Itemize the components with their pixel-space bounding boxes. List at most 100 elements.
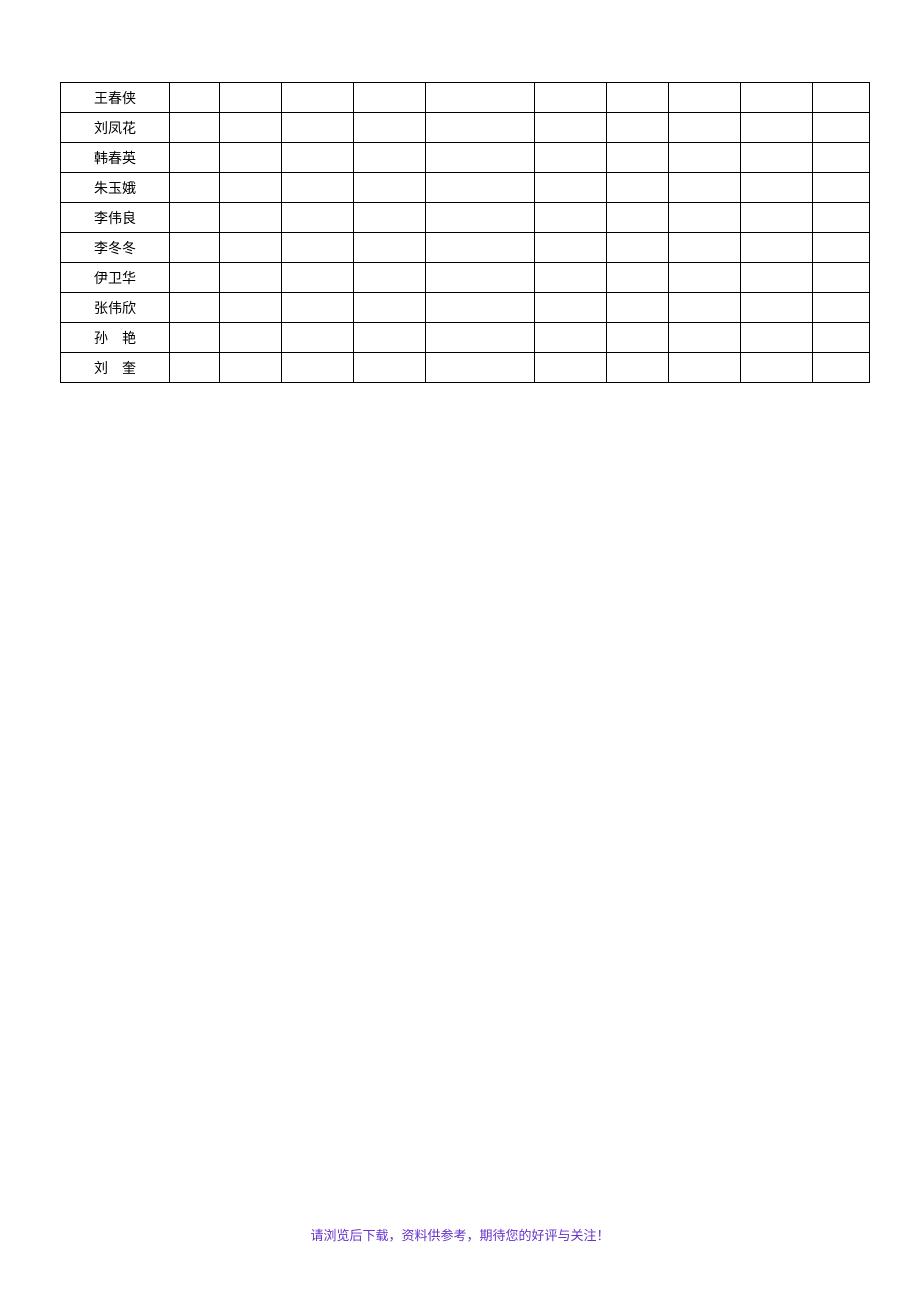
empty-cell (425, 323, 535, 353)
empty-cell (281, 203, 353, 233)
name-cell: 王春侠 (61, 83, 170, 113)
empty-cell (281, 233, 353, 263)
table-row: 伊卫华 (61, 263, 870, 293)
name-cell: 刘凤花 (61, 113, 170, 143)
empty-cell (607, 293, 669, 323)
empty-cell (425, 263, 535, 293)
empty-cell (169, 233, 219, 263)
empty-cell (281, 323, 353, 353)
empty-cell (219, 83, 281, 113)
footer-text: 请浏览后下载，资料供参考，期待您的好评与关注！ (0, 1225, 920, 1244)
empty-cell (535, 233, 607, 263)
empty-cell (219, 323, 281, 353)
table-row: 刘凤花 (61, 113, 870, 143)
empty-cell (669, 83, 741, 113)
empty-cell (535, 263, 607, 293)
empty-cell (669, 323, 741, 353)
empty-cell (169, 323, 219, 353)
empty-cell (741, 83, 813, 113)
empty-cell (281, 263, 353, 293)
empty-cell (812, 203, 869, 233)
empty-cell (741, 143, 813, 173)
empty-cell (353, 113, 425, 143)
name-cell: 伊卫华 (61, 263, 170, 293)
empty-cell (669, 173, 741, 203)
empty-cell (169, 113, 219, 143)
name-cell: 张伟欣 (61, 293, 170, 323)
empty-cell (425, 353, 535, 383)
empty-cell (812, 323, 869, 353)
name-cell: 刘奎 (61, 353, 170, 383)
empty-cell (425, 293, 535, 323)
empty-cell (812, 293, 869, 323)
empty-cell (607, 203, 669, 233)
empty-cell (353, 323, 425, 353)
empty-cell (535, 143, 607, 173)
empty-cell (535, 83, 607, 113)
empty-cell (353, 353, 425, 383)
empty-cell (812, 83, 869, 113)
empty-cell (219, 173, 281, 203)
empty-cell (169, 83, 219, 113)
empty-cell (219, 113, 281, 143)
empty-cell (353, 83, 425, 113)
empty-cell (535, 203, 607, 233)
empty-cell (219, 233, 281, 263)
name-cell: 李冬冬 (61, 233, 170, 263)
table-row: 王春侠 (61, 83, 870, 113)
name-cell: 朱玉娥 (61, 173, 170, 203)
empty-cell (219, 143, 281, 173)
name-cell: 李伟良 (61, 203, 170, 233)
empty-cell (607, 323, 669, 353)
table-row: 韩春英 (61, 143, 870, 173)
name-cell: 韩春英 (61, 143, 170, 173)
empty-cell (812, 173, 869, 203)
empty-cell (353, 263, 425, 293)
empty-cell (281, 83, 353, 113)
table-row: 朱玉娥 (61, 173, 870, 203)
empty-cell (535, 323, 607, 353)
empty-cell (535, 173, 607, 203)
empty-cell (219, 353, 281, 383)
empty-cell (741, 263, 813, 293)
empty-cell (741, 173, 813, 203)
empty-cell (669, 263, 741, 293)
empty-cell (669, 143, 741, 173)
empty-cell (169, 263, 219, 293)
empty-cell (741, 203, 813, 233)
empty-cell (169, 353, 219, 383)
empty-cell (607, 233, 669, 263)
empty-cell (741, 353, 813, 383)
empty-cell (607, 83, 669, 113)
empty-cell (353, 293, 425, 323)
empty-cell (353, 143, 425, 173)
table-row: 张伟欣 (61, 293, 870, 323)
empty-cell (169, 143, 219, 173)
empty-cell (535, 353, 607, 383)
empty-cell (669, 233, 741, 263)
empty-cell (219, 293, 281, 323)
empty-cell (281, 353, 353, 383)
table-body: 王春侠刘凤花韩春英朱玉娥李伟良李冬冬伊卫华张伟欣孙艳刘奎 (61, 83, 870, 383)
empty-cell (812, 233, 869, 263)
empty-cell (425, 143, 535, 173)
table-row: 孙艳 (61, 323, 870, 353)
empty-cell (281, 143, 353, 173)
empty-cell (812, 263, 869, 293)
empty-cell (669, 353, 741, 383)
empty-cell (353, 203, 425, 233)
empty-cell (607, 143, 669, 173)
data-table: 王春侠刘凤花韩春英朱玉娥李伟良李冬冬伊卫华张伟欣孙艳刘奎 (60, 82, 870, 383)
empty-cell (607, 263, 669, 293)
empty-cell (607, 173, 669, 203)
empty-cell (535, 113, 607, 143)
empty-cell (741, 293, 813, 323)
name-cell: 孙艳 (61, 323, 170, 353)
empty-cell (425, 203, 535, 233)
empty-cell (425, 233, 535, 263)
table-row: 李冬冬 (61, 233, 870, 263)
empty-cell (669, 113, 741, 143)
empty-cell (741, 323, 813, 353)
empty-cell (535, 293, 607, 323)
empty-cell (219, 263, 281, 293)
